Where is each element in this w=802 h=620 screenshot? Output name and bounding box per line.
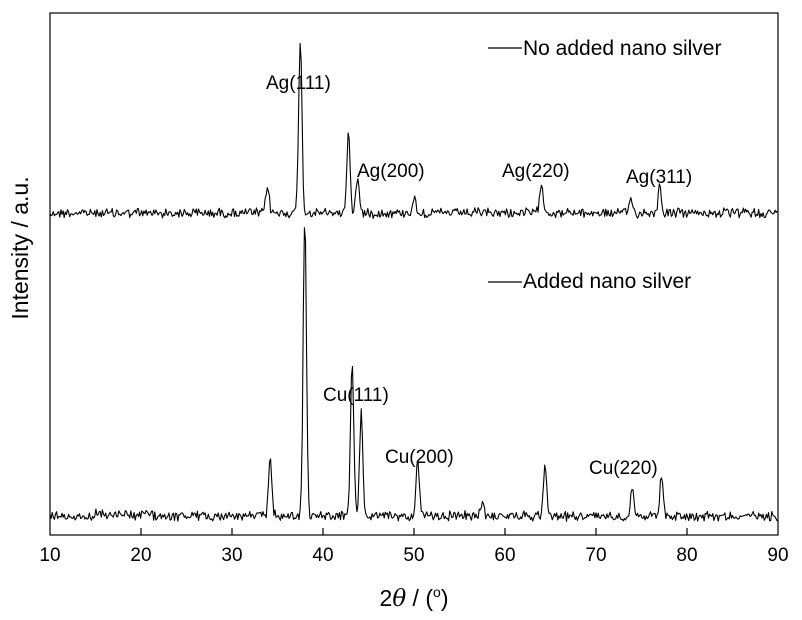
x-tick-label-40: 40 xyxy=(312,545,333,566)
legend-label-no-added: No added nano silver xyxy=(523,37,721,60)
annotation-ag220: Ag(220) xyxy=(502,161,570,182)
y-axis-title: Intensity / a.u. xyxy=(7,176,33,319)
x-tick-label-30: 30 xyxy=(221,545,242,566)
annotation-cu111: Cu(111) xyxy=(323,385,389,406)
x-tick-label-70: 70 xyxy=(585,545,606,566)
x-tick-label-20: 20 xyxy=(130,545,151,566)
annotation-cu220: Cu(220) xyxy=(589,458,658,479)
series-line-0 xyxy=(49,42,778,219)
x-tick-label-10: 10 xyxy=(39,545,60,566)
annotation-ag111: Ag(111) xyxy=(266,73,331,94)
series-lines xyxy=(49,42,778,522)
x-axis-title-unit: o xyxy=(433,584,441,600)
x-tick-label-80: 80 xyxy=(676,545,697,566)
legend-label-added: Added nano silver xyxy=(523,270,691,293)
x-axis-title-symbol: θ xyxy=(392,586,406,612)
series-line-1 xyxy=(49,227,778,522)
x-tick-label-90: 90 xyxy=(767,545,788,566)
annotation-ag311: Ag(311) xyxy=(626,167,692,188)
x-axis-title-suffix: / ( xyxy=(406,585,433,611)
x-axis-ticks: 10 20 30 40 50 60 70 80 90 xyxy=(39,528,789,566)
x-tick-label-60: 60 xyxy=(494,545,515,566)
x-axis-title-close: ) xyxy=(441,585,449,611)
x-axis-title-prefix: 2 xyxy=(380,585,393,611)
x-axis-title: 2θ / (o) xyxy=(380,584,449,612)
x-tick-label-50: 50 xyxy=(403,545,424,566)
annotation-cu200: Cu(200) xyxy=(385,447,454,468)
annotation-ag200: Ag(200) xyxy=(357,161,425,182)
